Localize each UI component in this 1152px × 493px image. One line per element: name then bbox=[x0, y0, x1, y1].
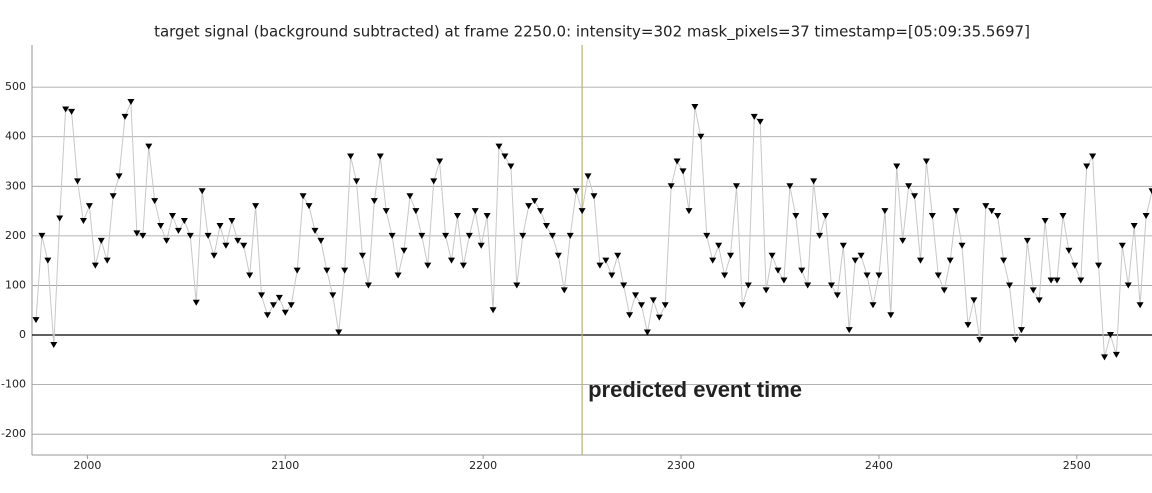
y-tick-label: 500 bbox=[5, 80, 26, 93]
y-tick-label: -200 bbox=[1, 427, 26, 440]
x-tick-label: 2400 bbox=[865, 459, 893, 472]
y-tick-label: 0 bbox=[19, 328, 26, 341]
y-tick-label: 300 bbox=[5, 179, 26, 192]
x-tick-label: 2000 bbox=[73, 459, 101, 472]
chart-title: target signal (background subtracted) at… bbox=[154, 23, 1030, 42]
x-tick-label: 2200 bbox=[469, 459, 497, 472]
x-tick-label: 2500 bbox=[1063, 459, 1091, 472]
y-tick-label: 200 bbox=[5, 229, 26, 242]
y-tick-label: 100 bbox=[5, 278, 26, 291]
y-tick-label: 400 bbox=[5, 130, 26, 143]
y-tick-label: -100 bbox=[1, 378, 26, 391]
x-tick-label: 2300 bbox=[667, 459, 695, 472]
annotation: predicted event time bbox=[588, 377, 802, 402]
x-tick-label: 2100 bbox=[271, 459, 299, 472]
